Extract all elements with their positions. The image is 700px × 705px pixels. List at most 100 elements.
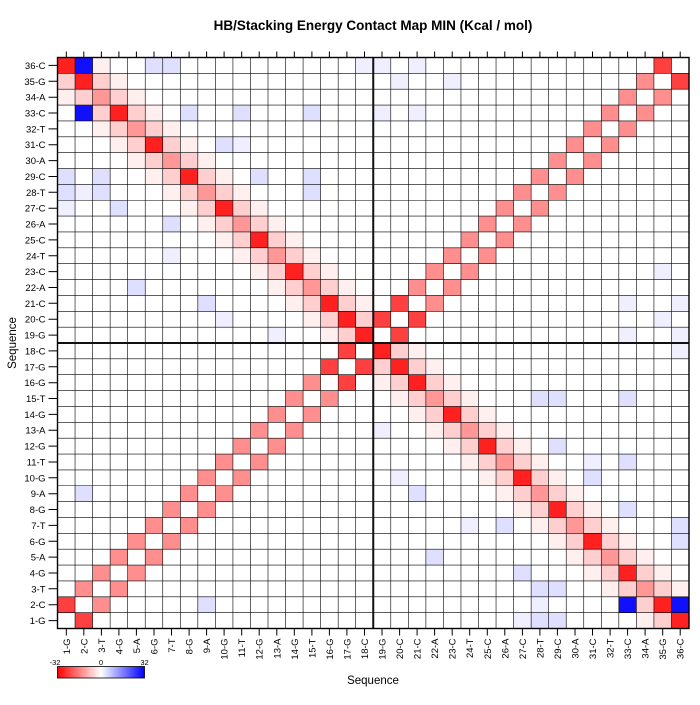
- x-tick-label: 31-C: [588, 638, 599, 659]
- x-tick-label: 12-G: [255, 639, 266, 660]
- heatmap-cell: [583, 120, 602, 137]
- heatmap-cell: [618, 549, 637, 566]
- heatmap-cell: [496, 485, 514, 502]
- heatmap-cell: [215, 168, 233, 185]
- heatmap-cell: [303, 295, 321, 312]
- heatmap-cell: [513, 184, 532, 201]
- heatmap-cell: [250, 200, 268, 217]
- heatmap-cell: [460, 438, 479, 455]
- heatmap-cell: [618, 327, 637, 343]
- x-tick-label: 26-A: [500, 638, 511, 659]
- heatmap-cell: [653, 89, 672, 106]
- heatmap-cell: [180, 105, 198, 121]
- heatmap-cell: [548, 438, 567, 455]
- heatmap-cell: [513, 485, 532, 502]
- heatmap-cell: [548, 612, 567, 629]
- heatmap-cell: [496, 469, 514, 486]
- heatmap-cell: [513, 501, 532, 518]
- heatmap-cell: [162, 216, 181, 232]
- y-tick-label: 3-T: [31, 584, 45, 595]
- heatmap-cell: [285, 279, 304, 296]
- heatmap-cell: [425, 263, 444, 280]
- heatmap-cell: [636, 612, 654, 629]
- heatmap-cell: [355, 358, 374, 375]
- heatmap-cell: [232, 184, 251, 201]
- heatmap-cell: [425, 295, 444, 312]
- y-tick-label: 28-T: [26, 188, 46, 199]
- heatmap-cell: [127, 565, 146, 581]
- heatmap-cell: [566, 533, 584, 550]
- heatmap-cell: [303, 311, 321, 328]
- heatmap-cell: [373, 358, 391, 375]
- y-tick-label: 6-G: [30, 537, 46, 548]
- heatmap-cell: [618, 295, 637, 312]
- heatmap-cell: [303, 247, 321, 264]
- heatmap-cell: [197, 501, 216, 518]
- x-tick-label: 20-C: [395, 638, 406, 659]
- heatmap-cell: [303, 374, 321, 391]
- x-tick-label: 8-G: [185, 639, 196, 655]
- y-tick-label: 25-C: [25, 235, 46, 246]
- y-tick-label: 2-C: [30, 600, 45, 611]
- heatmap-cell: [460, 422, 479, 439]
- heatmap-cell: [408, 105, 426, 121]
- heatmap-cell: [636, 596, 654, 613]
- heatmap-cell: [548, 485, 567, 502]
- heatmap-cell: [145, 136, 163, 153]
- x-tick-label: 3-T: [97, 638, 108, 652]
- heatmap-cell: [110, 105, 128, 121]
- y-tick-label: 16-G: [24, 378, 45, 389]
- heatmap-cell: [303, 105, 321, 121]
- heatmap-cell: [443, 390, 461, 407]
- heatmap-cell: [636, 73, 654, 90]
- heatmap-cell: [671, 517, 689, 534]
- y-tick-label: 29-C: [25, 172, 46, 183]
- heatmap-cell: [653, 612, 672, 629]
- y-tick-label: 19-G: [24, 331, 45, 342]
- heatmap-cell: [583, 533, 602, 550]
- heatmap-cell: [127, 136, 146, 153]
- heatmap-cell: [478, 454, 497, 470]
- heatmap-cell: [583, 549, 602, 566]
- heatmap-cell: [92, 596, 111, 613]
- heatmap-cell: [75, 73, 93, 90]
- heatmap-cell: [215, 184, 233, 201]
- heatmap-cell: [338, 311, 356, 328]
- heatmap-cell: [443, 374, 461, 391]
- heatmap-cell: [478, 422, 497, 439]
- heatmap-cell: [373, 374, 391, 391]
- heatmap-cell: [92, 565, 111, 581]
- heatmap-cell: [145, 57, 163, 74]
- heatmap-cell: [496, 422, 514, 439]
- heatmap-cell: [127, 120, 146, 137]
- heatmap-cell: [671, 343, 689, 359]
- x-tick-label: 30-A: [571, 638, 582, 659]
- heatmap-cell: [548, 517, 567, 534]
- heatmap-cell: [215, 454, 233, 470]
- heatmap-cell: [425, 422, 444, 439]
- chart-title: HB/Stacking Energy Contact Map MIN (Kcal…: [214, 18, 533, 33]
- heatmap-cell: [496, 438, 514, 455]
- heatmap-cell: [162, 247, 181, 264]
- y-tick-label: 12-G: [24, 442, 45, 453]
- heatmap-cell: [443, 406, 461, 423]
- x-tick-label: 11-T: [237, 638, 248, 657]
- y-tick-label: 1-G: [30, 616, 46, 627]
- y-tick-label: 4-G: [30, 569, 46, 580]
- heatmap-cell: [583, 517, 602, 534]
- heatmap-cell: [127, 533, 146, 550]
- heatmap-cell: [268, 263, 286, 280]
- heatmap-cell: [162, 120, 181, 137]
- heatmap-cell: [162, 168, 181, 185]
- heatmap-cell: [636, 549, 654, 566]
- x-tick-label: 7-T: [167, 638, 178, 652]
- heatmap-cell: [110, 89, 128, 106]
- heatmap-cell: [513, 454, 532, 470]
- heatmap-cell: [180, 136, 198, 153]
- heatmap-cell: [443, 438, 461, 455]
- heatmap-cell: [460, 231, 479, 248]
- heatmap-cell: [671, 73, 689, 90]
- heatmap-cell: [268, 231, 286, 248]
- heatmap-cell: [618, 390, 637, 407]
- heatmap-cell: [671, 580, 689, 597]
